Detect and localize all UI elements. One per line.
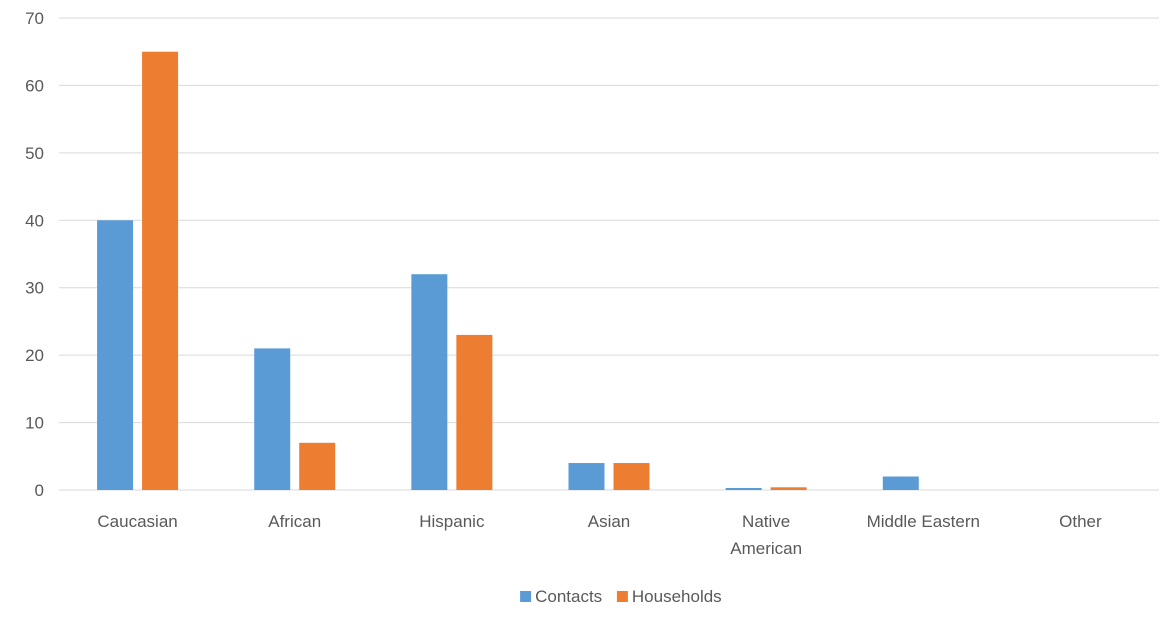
y-tick-label: 70 bbox=[25, 9, 44, 28]
legend-label-contacts: Contacts bbox=[535, 587, 602, 606]
y-tick-label: 40 bbox=[25, 211, 44, 230]
y-tick-label: 50 bbox=[25, 144, 44, 163]
x-axis-labels: Caucasian African Hispanic Asian Native Ameri… bbox=[97, 512, 1102, 558]
y-tick-label: 0 bbox=[35, 481, 44, 500]
bars bbox=[97, 51, 919, 491]
x-category-label: African bbox=[268, 512, 321, 531]
bar-contacts-hispanic bbox=[411, 274, 448, 490]
y-tick-label: 20 bbox=[25, 346, 44, 365]
bar-contacts-asian bbox=[568, 463, 605, 490]
y-tick-label: 10 bbox=[25, 414, 44, 433]
bar-contacts-african bbox=[254, 348, 291, 490]
x-category-label: Other bbox=[1059, 512, 1102, 531]
bar-households-caucasian bbox=[142, 51, 179, 490]
gridlines bbox=[59, 17, 1159, 491]
bar-contacts-native-american bbox=[725, 487, 762, 490]
x-category-label: Caucasian bbox=[97, 512, 177, 531]
x-category-label: Native American bbox=[730, 512, 802, 558]
y-axis-ticks: 0 10 20 30 40 50 60 70 bbox=[25, 9, 44, 500]
y-tick-label: 30 bbox=[25, 279, 44, 298]
bar-households-hispanic bbox=[456, 334, 493, 490]
legend-swatch-contacts bbox=[520, 591, 532, 602]
legend: Contacts Households bbox=[520, 587, 722, 606]
bar-households-native-american bbox=[770, 487, 807, 490]
y-tick-label: 60 bbox=[25, 76, 44, 95]
bar-households-asian bbox=[613, 463, 650, 490]
bar-households-african bbox=[299, 442, 336, 490]
x-category-label: Hispanic bbox=[419, 512, 485, 531]
bar-contacts-caucasian bbox=[97, 220, 134, 491]
bar-contacts-middle-eastern bbox=[882, 476, 919, 490]
legend-label-households: Households bbox=[632, 587, 722, 606]
legend-swatch-households bbox=[616, 591, 628, 602]
x-category-label: Middle Eastern bbox=[867, 512, 980, 531]
x-category-label: Asian bbox=[588, 512, 631, 531]
